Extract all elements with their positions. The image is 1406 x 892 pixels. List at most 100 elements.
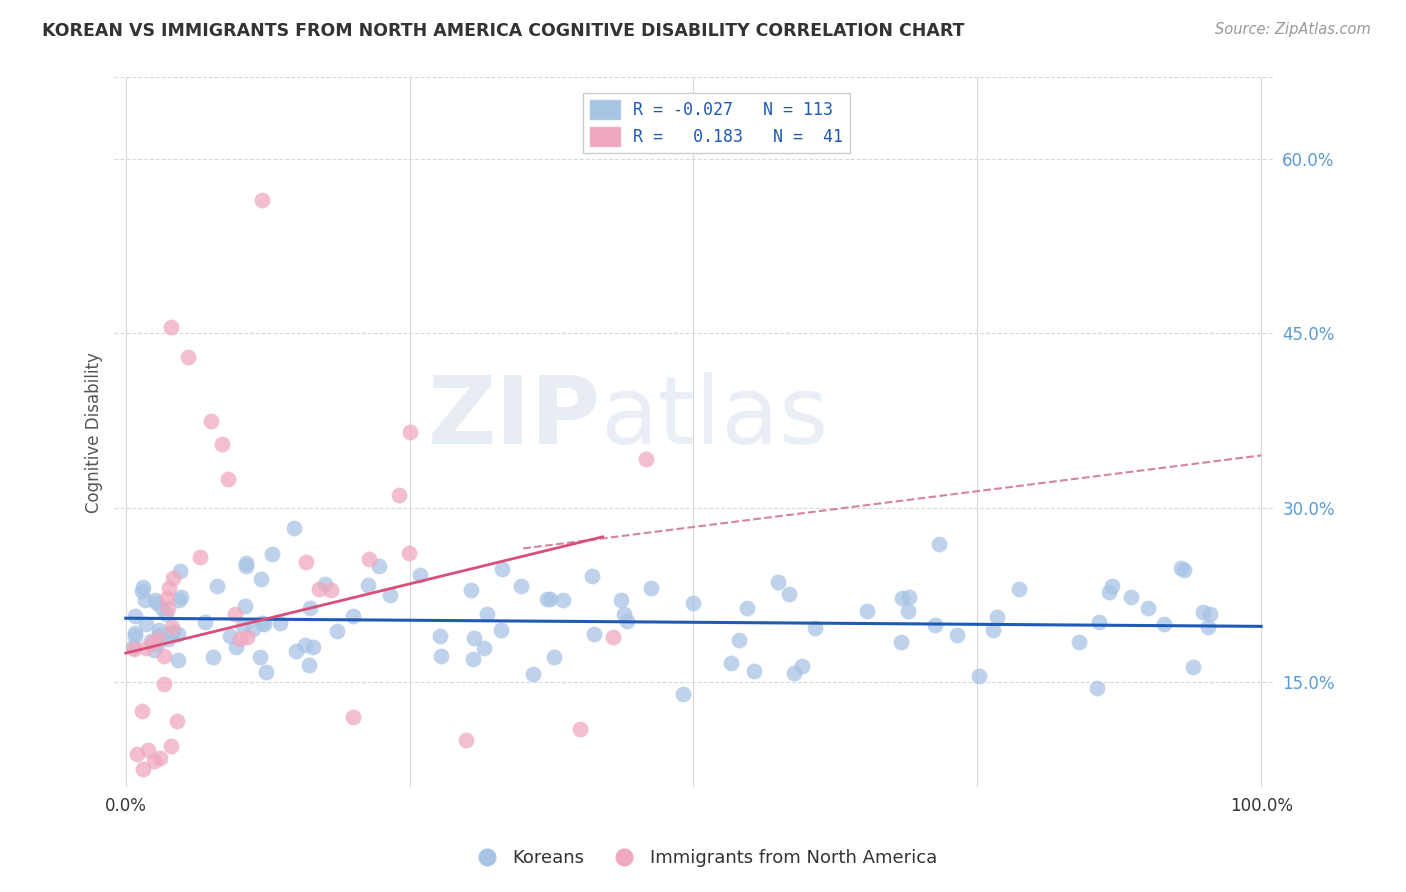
- Point: [640, 581, 662, 595]
- Point: [242, 622, 264, 636]
- Point: [1199, 607, 1222, 621]
- Point: [131, 583, 153, 598]
- Point: [602, 630, 624, 644]
- Point: [127, 747, 149, 762]
- Point: [898, 591, 921, 605]
- Point: [260, 547, 283, 561]
- Point: [139, 633, 162, 648]
- Point: [924, 618, 946, 632]
- Point: [510, 579, 533, 593]
- Legend: Koreans, Immigrants from North America: Koreans, Immigrants from North America: [463, 842, 943, 874]
- Point: [342, 609, 364, 624]
- Point: [945, 628, 967, 642]
- Point: [124, 625, 146, 640]
- Point: [153, 649, 176, 664]
- Point: [742, 664, 765, 678]
- Point: [235, 559, 257, 574]
- Point: [981, 624, 1004, 638]
- Point: [160, 619, 183, 633]
- Point: [160, 739, 183, 753]
- Point: [149, 751, 172, 765]
- Point: [250, 193, 273, 207]
- Point: [157, 581, 180, 595]
- Point: [1085, 681, 1108, 695]
- Point: [778, 587, 800, 601]
- Point: [249, 572, 271, 586]
- Point: [148, 628, 170, 642]
- Point: [211, 436, 233, 450]
- Point: [928, 537, 950, 551]
- Point: [167, 592, 190, 607]
- Point: [398, 546, 420, 560]
- Point: [616, 614, 638, 628]
- Point: [388, 488, 411, 502]
- Point: [735, 601, 758, 615]
- Point: [122, 642, 145, 657]
- Point: [162, 625, 184, 640]
- Point: [475, 607, 498, 621]
- Point: [636, 452, 658, 467]
- Point: [207, 579, 229, 593]
- Point: [429, 649, 451, 664]
- Point: [672, 688, 695, 702]
- Point: [398, 425, 420, 439]
- Point: [1101, 579, 1123, 593]
- Point: [124, 608, 146, 623]
- Point: [135, 617, 157, 632]
- Y-axis label: Cognitive Disability: Cognitive Disability: [86, 351, 103, 513]
- Point: [321, 582, 343, 597]
- Point: [890, 634, 912, 648]
- Point: [522, 666, 544, 681]
- Point: [150, 601, 173, 615]
- Point: [897, 604, 920, 618]
- Point: [249, 649, 271, 664]
- Point: [188, 550, 211, 565]
- Point: [235, 556, 257, 570]
- Point: [969, 669, 991, 683]
- Point: [408, 567, 430, 582]
- Point: [194, 615, 217, 629]
- Point: [491, 623, 513, 637]
- Point: [342, 710, 364, 724]
- Point: [553, 592, 575, 607]
- Point: [157, 600, 180, 615]
- Point: [131, 704, 153, 718]
- Point: [720, 656, 742, 670]
- Point: [143, 592, 166, 607]
- Point: [294, 555, 316, 569]
- Point: [285, 644, 308, 658]
- Point: [456, 733, 478, 747]
- Point: [1098, 584, 1121, 599]
- Text: atlas: atlas: [600, 372, 830, 464]
- Point: [269, 615, 291, 630]
- Point: [782, 665, 804, 680]
- Point: [148, 623, 170, 637]
- Point: [302, 640, 325, 654]
- Point: [169, 565, 191, 579]
- Point: [803, 621, 825, 635]
- Point: [568, 722, 591, 736]
- Point: [463, 631, 485, 645]
- Point: [461, 652, 484, 666]
- Point: [157, 632, 180, 646]
- Point: [124, 629, 146, 643]
- Point: [253, 616, 276, 631]
- Point: [135, 641, 157, 656]
- Point: [156, 591, 179, 605]
- Point: [536, 591, 558, 606]
- Point: [160, 627, 183, 641]
- Point: [143, 754, 166, 768]
- Point: [491, 562, 513, 576]
- Point: [1087, 615, 1109, 630]
- Point: [326, 624, 349, 638]
- Point: [429, 629, 451, 643]
- Point: [308, 582, 330, 596]
- Point: [254, 665, 277, 680]
- Point: [202, 649, 225, 664]
- Point: [368, 559, 391, 574]
- Point: [460, 583, 482, 598]
- Point: [134, 592, 156, 607]
- Point: [543, 649, 565, 664]
- Point: [218, 629, 240, 643]
- Point: [1170, 561, 1192, 575]
